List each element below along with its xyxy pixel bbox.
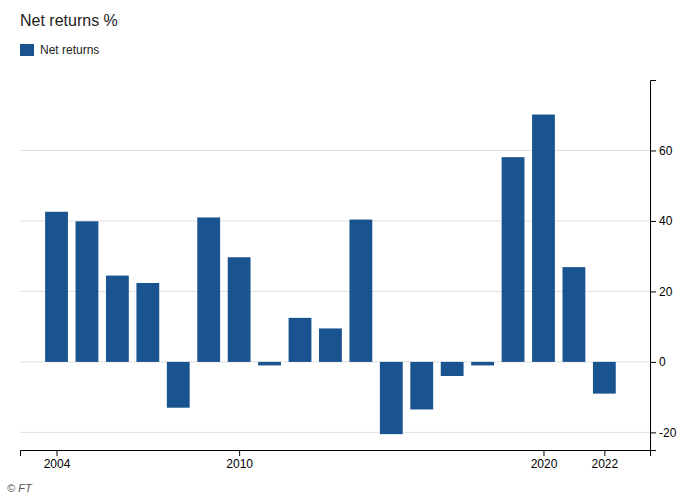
x-tick-mark <box>57 450 58 456</box>
grid-line <box>20 150 650 151</box>
y-tick: 0 <box>650 355 666 369</box>
y-tick-mark <box>650 221 656 222</box>
bar <box>167 362 190 408</box>
bar <box>197 217 220 361</box>
y-tick-label: -20 <box>659 426 677 440</box>
x-tick-mark <box>239 450 240 456</box>
bars <box>45 115 616 435</box>
x-axis-line <box>21 451 651 457</box>
y-tick-mark <box>650 150 656 151</box>
bar <box>532 115 555 362</box>
grid-line <box>20 432 650 433</box>
x-axis: 2004 2010 2020 2022 <box>21 450 651 471</box>
bar <box>45 212 68 362</box>
x-tick-label: 2022 <box>591 457 618 471</box>
bar <box>410 362 433 410</box>
legend-item: Net returns <box>20 43 99 57</box>
y-tick: 40 <box>650 214 673 228</box>
bar <box>136 283 159 362</box>
x-tick-label: 2020 <box>531 457 558 471</box>
bar <box>228 257 251 362</box>
bar <box>563 267 586 362</box>
annotation: © FT <box>7 482 33 494</box>
bar <box>289 318 312 362</box>
y-tick-label: 40 <box>659 214 673 228</box>
y-tick-mark <box>650 291 656 292</box>
x-tick-label: 2004 <box>44 457 71 471</box>
legend: Net returns <box>20 43 99 57</box>
bar <box>319 328 342 361</box>
y-axis: -20 0 20 40 60 <box>650 81 677 451</box>
y-tick: 20 <box>650 285 673 299</box>
x-tick-mark <box>543 450 544 456</box>
x-tick-mark <box>604 450 605 456</box>
x-tick: 2004 <box>44 450 71 471</box>
bar <box>593 362 616 394</box>
x-tick: 2020 <box>531 450 558 471</box>
bar <box>380 362 403 434</box>
bar <box>349 220 372 362</box>
grid <box>20 150 650 432</box>
bar <box>471 362 494 366</box>
grid-line <box>20 220 650 221</box>
bar <box>106 276 129 362</box>
y-tick-mark <box>650 432 656 433</box>
y-axis-line <box>651 81 657 451</box>
y-tick: 60 <box>650 144 673 158</box>
y-tick-label: 60 <box>659 144 673 158</box>
bar <box>258 362 281 366</box>
chart: 2004 2010 2020 2022 -20 0 20 40 60 Net returns % N… <box>0 0 700 500</box>
legend-swatch <box>20 44 34 56</box>
y-tick-label: 20 <box>659 285 673 299</box>
x-tick: 2022 <box>591 450 618 471</box>
y-tick: -20 <box>650 426 677 440</box>
plot: 2004 2010 2020 2022 -20 0 20 40 60 <box>20 81 677 471</box>
x-tick: 2010 <box>226 450 253 471</box>
y-tick-label: 0 <box>659 355 666 369</box>
title: Net returns % <box>20 12 118 29</box>
bar <box>502 157 525 362</box>
bar <box>441 362 464 376</box>
y-tick-mark <box>650 362 656 363</box>
legend-label: Net returns <box>40 43 99 57</box>
bar <box>76 221 99 362</box>
x-tick-label: 2010 <box>226 457 253 471</box>
